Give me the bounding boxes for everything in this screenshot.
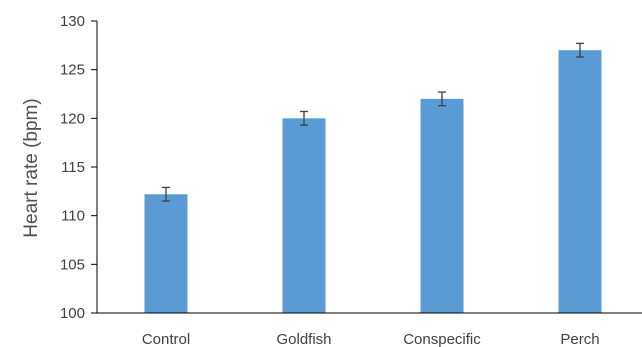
- axes: [96, 21, 642, 314]
- y-axis: 100 105 110 115 120 125 130: [60, 13, 97, 322]
- bars-group: [144, 50, 602, 313]
- bar-control: [144, 194, 188, 313]
- error-bars-group: [162, 42, 584, 202]
- y-tick-label: 125: [60, 62, 85, 79]
- y-tick-label: 120: [60, 110, 85, 127]
- y-tick-label: 115: [61, 159, 85, 176]
- y-tick-label: 110: [61, 208, 85, 225]
- bar-conspecific: [420, 98, 464, 313]
- x-tick-label: Conspecific: [403, 331, 481, 347]
- x-tick-label: Control: [142, 331, 190, 347]
- y-tick-label: 130: [60, 13, 85, 30]
- x-tick-label: Perch: [560, 331, 599, 347]
- bar-perch: [558, 50, 602, 313]
- x-axis-labels: Control Goldfish Conspecific Perch: [142, 331, 600, 347]
- bar-goldfish: [282, 118, 326, 313]
- x-tick-label: Goldfish: [276, 331, 331, 347]
- y-tick-label: 100: [60, 305, 85, 322]
- y-axis-title: Heart rate (bpm): [21, 98, 42, 237]
- y-tick-label: 105: [60, 256, 85, 273]
